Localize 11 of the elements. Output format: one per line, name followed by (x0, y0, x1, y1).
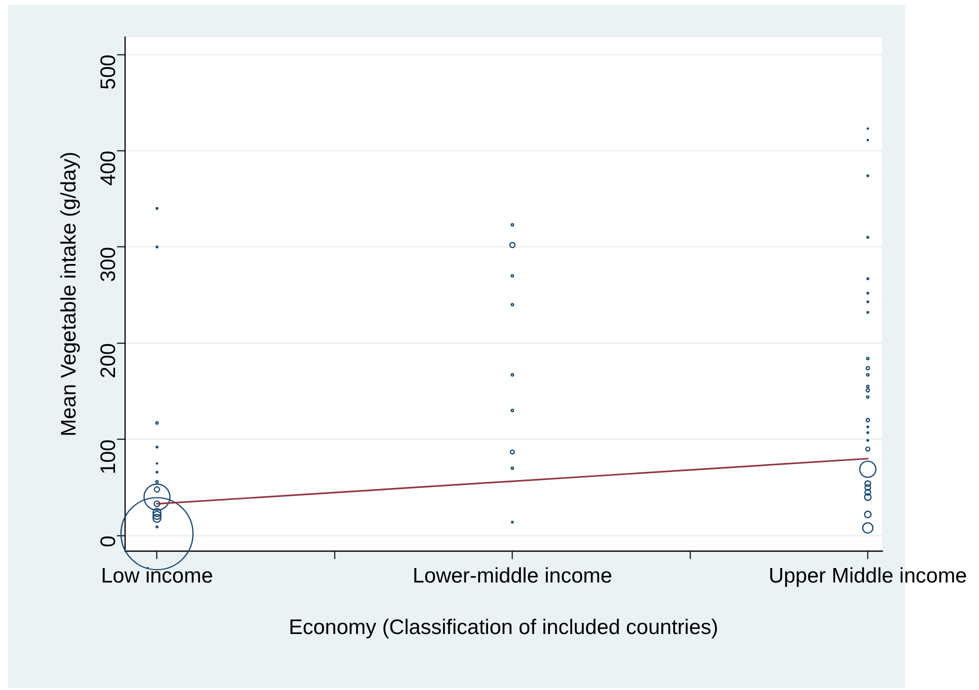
y-tick-label: 100 (96, 439, 120, 474)
y-tick-label: 500 (96, 54, 120, 90)
x-tick-label: Lower-middle income (412, 564, 612, 588)
x-tick-label: Low income (100, 564, 214, 588)
y-tick-label: 400 (96, 150, 120, 186)
y-tick-label: 200 (96, 343, 120, 378)
y-tick-label: 0 (96, 536, 120, 548)
y-axis-title: Mean Vegetable intake (g/day) (57, 152, 80, 437)
x-tick-label: Upper Middle income (768, 564, 968, 588)
x-axis-title: Economy (Classification of included countries) (288, 616, 718, 640)
y-tick-label: 300 (96, 246, 120, 282)
